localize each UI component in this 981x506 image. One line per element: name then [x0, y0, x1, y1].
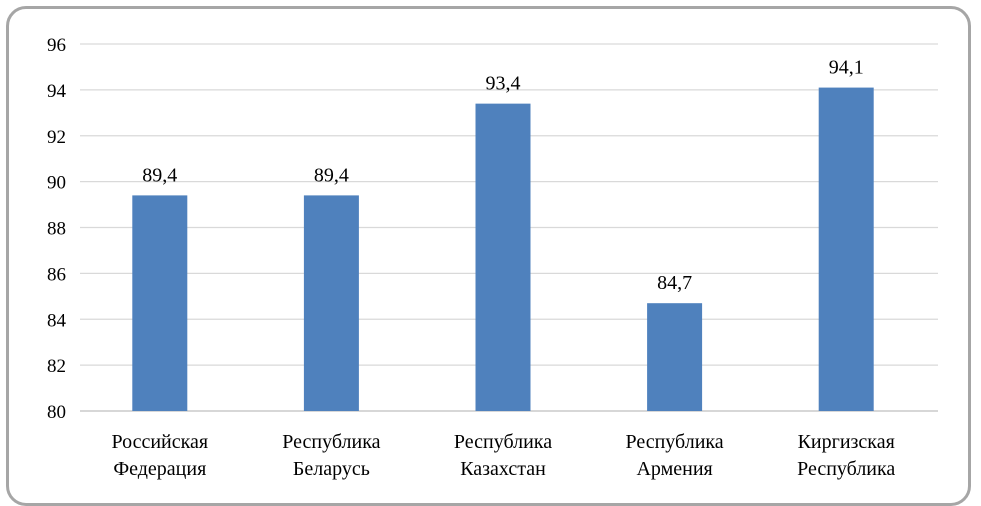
x-category-label: Республика Казахстан [454, 431, 552, 480]
y-tick-label: 90 [47, 173, 66, 194]
data-label: 94,1 [829, 57, 864, 79]
data-label: 89,4 [314, 164, 349, 186]
data-labels: 89,4 89,4 93,4 84,7 94,1 [142, 57, 863, 295]
x-category-label-line: Республика [797, 458, 895, 480]
x-category-label-line: Республика [454, 431, 552, 453]
bar [475, 103, 531, 411]
y-tick-label: 88 [47, 219, 66, 240]
x-category-label-line: Киргизская [798, 431, 895, 453]
x-category-label: Республика Беларусь [282, 431, 380, 480]
y-tick-label: 80 [47, 402, 66, 423]
bars [132, 87, 874, 412]
y-tick-label: 86 [47, 264, 66, 285]
y-axis-ticks: 80 82 84 86 88 90 92 94 96 [47, 35, 67, 423]
data-label: 84,7 [657, 272, 692, 294]
data-label: 89,4 [142, 164, 177, 186]
y-tick-label: 84 [47, 310, 67, 331]
y-tick-label: 82 [47, 356, 66, 377]
bar [818, 87, 874, 412]
data-label: 93,4 [486, 73, 521, 95]
y-tick-label: 96 [47, 35, 66, 56]
x-category-label-line: Беларусь [293, 458, 370, 480]
x-category-label-line: Федерация [113, 458, 206, 480]
bar [303, 195, 359, 411]
bar [132, 195, 188, 411]
x-category-label-line: Казахстан [460, 458, 546, 480]
x-category-label-line: Армения [636, 458, 712, 480]
y-tick-label: 92 [47, 127, 66, 148]
x-category-label-line: Республика [625, 431, 723, 453]
x-category-label-line: Российская [111, 431, 208, 453]
x-category-label: Российская Федерация [111, 431, 208, 480]
x-category-label: Республика Армения [625, 431, 723, 480]
y-tick-label: 94 [47, 81, 67, 102]
x-category-label-line: Республика [282, 431, 380, 453]
x-category-label: Киргизская Республика [797, 431, 895, 480]
bar [647, 303, 703, 411]
